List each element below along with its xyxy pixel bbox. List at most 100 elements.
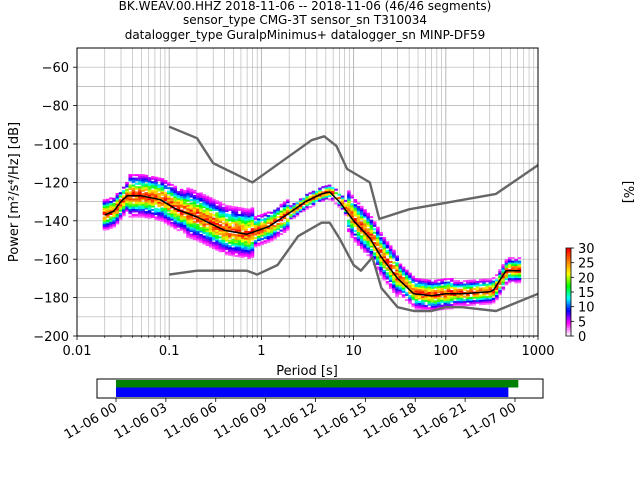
- density-cell: [160, 219, 165, 222]
- density-cell: [388, 250, 393, 253]
- density-cell: [176, 217, 181, 220]
- density-cell: [208, 233, 213, 236]
- density-cell: [231, 240, 235, 243]
- density-cell: [276, 233, 280, 236]
- density-cell: [141, 182, 145, 185]
- density-cell: [404, 281, 409, 284]
- density-cell: [186, 187, 190, 190]
- density-cell: [417, 290, 422, 293]
- density-cell: [199, 240, 203, 243]
- density-cell: [118, 207, 123, 210]
- density-cell: [208, 219, 213, 222]
- density-cell: [212, 229, 216, 232]
- density-cell: [411, 280, 416, 283]
- density-cell: [421, 290, 425, 293]
- density-cell: [356, 209, 361, 212]
- density-cell: [517, 279, 522, 282]
- density-cell: [395, 267, 399, 270]
- density-cell: [224, 232, 229, 235]
- density-cell: [186, 190, 190, 193]
- density-cell: [350, 222, 354, 225]
- density-cell: [173, 211, 178, 214]
- density-cell: [276, 224, 280, 227]
- density-cell: [154, 183, 158, 186]
- density-cell: [404, 283, 409, 286]
- density-cell: [134, 206, 139, 210]
- density-cell: [260, 243, 264, 246]
- density-cell: [186, 202, 190, 206]
- density-cell: [408, 296, 412, 299]
- density-cell: [109, 207, 113, 210]
- density-cell: [498, 282, 502, 285]
- colorbar-swatch: [566, 324, 571, 327]
- density-cell: [195, 223, 200, 226]
- density-cell: [285, 204, 290, 207]
- density-cell: [102, 209, 107, 212]
- density-cell: [356, 231, 361, 234]
- density-cell: [450, 293, 454, 296]
- density-cell: [102, 225, 107, 228]
- density-cell: [118, 204, 123, 207]
- density-cell: [121, 186, 126, 189]
- density-cell: [369, 243, 374, 246]
- density-cell: [195, 225, 200, 228]
- colorbar-swatch: [566, 326, 571, 329]
- density-cell: [430, 300, 435, 303]
- density-cell: [334, 188, 338, 191]
- density-cell: [244, 220, 248, 223]
- density-cell: [154, 195, 158, 198]
- density-cell: [240, 252, 245, 255]
- density-cell: [411, 298, 416, 301]
- density-cell: [205, 207, 210, 210]
- density-cell: [501, 265, 506, 268]
- density-cell: [491, 299, 496, 302]
- density-cell: [179, 204, 184, 207]
- density-cell: [205, 216, 210, 219]
- density-cell: [224, 234, 229, 237]
- density-cell: [353, 205, 358, 208]
- density-cell: [221, 236, 226, 239]
- density-cell: [488, 283, 493, 286]
- density-cell: [195, 204, 200, 207]
- density-cell: [250, 221, 255, 224]
- density-cell: [340, 200, 345, 203]
- density-cell: [276, 209, 280, 212]
- density-cell: [192, 217, 197, 220]
- density-cell: [199, 192, 203, 195]
- density-cell: [466, 281, 470, 284]
- density-cell: [231, 221, 235, 224]
- density-cell: [154, 200, 158, 203]
- density-cell: [205, 242, 210, 245]
- density-cell: [475, 299, 480, 302]
- density-cell: [138, 215, 142, 218]
- density-cell: [482, 282, 486, 285]
- density-cell: [199, 239, 203, 242]
- density-cell: [167, 190, 171, 193]
- density-cell: [250, 207, 255, 210]
- density-cell: [385, 267, 390, 270]
- density-cell: [144, 204, 149, 207]
- density-cell: [337, 203, 342, 206]
- density-cell: [224, 218, 229, 221]
- density-cell: [305, 204, 309, 207]
- density-cell: [192, 231, 197, 234]
- density-cell: [298, 208, 303, 211]
- density-cell: [414, 288, 419, 291]
- density-cell: [472, 279, 477, 282]
- density-cell: [231, 209, 235, 212]
- density-cell: [453, 288, 457, 291]
- density-cell: [279, 224, 284, 227]
- density-cell: [125, 185, 129, 188]
- density-cell: [427, 282, 432, 285]
- density-cell: [491, 284, 496, 287]
- density-cell: [212, 200, 216, 203]
- density-cell: [205, 219, 210, 222]
- colorbar-swatch: [566, 300, 571, 303]
- density-cell: [131, 203, 136, 206]
- density-cell: [366, 240, 371, 243]
- density-cell: [514, 272, 518, 275]
- density-cell: [250, 255, 255, 258]
- density-cell: [372, 236, 377, 239]
- density-cell: [234, 218, 239, 221]
- density-cell: [150, 198, 155, 201]
